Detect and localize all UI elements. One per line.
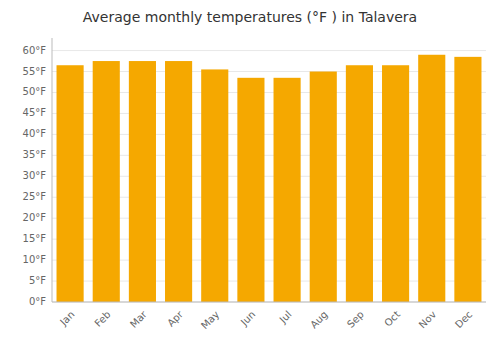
y-tick-label: 45°F xyxy=(23,107,47,118)
x-tick-label: Dec xyxy=(453,309,474,330)
grid-line xyxy=(52,50,486,51)
title: Average monthly temperatures (°F ) in Ta… xyxy=(83,9,417,25)
bar xyxy=(57,65,84,302)
y-tick-label: 25°F xyxy=(23,191,47,202)
y-tick-label: 40°F xyxy=(23,128,47,139)
y-tick-label: 35°F xyxy=(23,149,47,160)
y-tick-label: 10°F xyxy=(23,254,47,265)
y-tick-label: 55°F xyxy=(23,66,47,77)
y-tick-label: 0°F xyxy=(29,296,46,307)
x-tick-label: Apr xyxy=(165,308,186,329)
chart-container: 0°F 5°F 10°F 15°F 20°F 25°F 30°F 35°F 40°F 45°F 50… xyxy=(0,0,500,350)
y-axis-line xyxy=(52,38,53,302)
y-tick-label: 50°F xyxy=(23,86,47,97)
bar xyxy=(274,78,301,302)
y-tick-label: 30°F xyxy=(23,170,47,181)
bar xyxy=(382,65,409,302)
bars xyxy=(57,55,482,302)
bar xyxy=(165,61,192,302)
x-tick-label: Jan xyxy=(57,309,76,328)
bar xyxy=(201,69,228,302)
grid xyxy=(52,51,486,302)
x-tick-label: Nov xyxy=(417,309,439,331)
x-tick-label: May xyxy=(199,309,221,331)
x-axis: Jan Feb Mar Apr May Jun Jul Aug Sep Oct Nov Dec xyxy=(57,308,474,331)
page: {"chart_data": {"type": "bar", "title": … xyxy=(0,0,500,350)
y-tick-label: 5°F xyxy=(29,275,46,286)
x-tick-label: Sep xyxy=(345,309,366,330)
bar xyxy=(129,61,156,302)
y-tick-label: 15°F xyxy=(23,233,47,244)
x-tick-label: Jul xyxy=(277,309,294,326)
bar xyxy=(346,65,373,302)
bar xyxy=(310,72,337,302)
y-tick-label: 60°F xyxy=(23,45,47,56)
bar xyxy=(454,57,481,302)
x-tick-label: Jun xyxy=(238,309,258,329)
x-tick-label: Aug xyxy=(308,309,330,331)
bar xyxy=(237,78,264,302)
grid-line xyxy=(52,302,486,303)
y-tick-label: 20°F xyxy=(23,212,47,223)
bar xyxy=(93,61,120,302)
bar xyxy=(418,55,445,302)
chart-svg: 0°F 5°F 10°F 15°F 20°F 25°F 30°F 35°F 40°F 45°F 50… xyxy=(0,0,500,350)
x-axis-line xyxy=(52,302,486,303)
x-tick-label: Mar xyxy=(128,308,150,330)
x-tick-label: Feb xyxy=(92,309,112,329)
x-tick-label: Oct xyxy=(382,309,402,329)
y-axis: 0°F 5°F 10°F 15°F 20°F 25°F 30°F 35°F 40°F 45°F 50… xyxy=(23,45,47,307)
